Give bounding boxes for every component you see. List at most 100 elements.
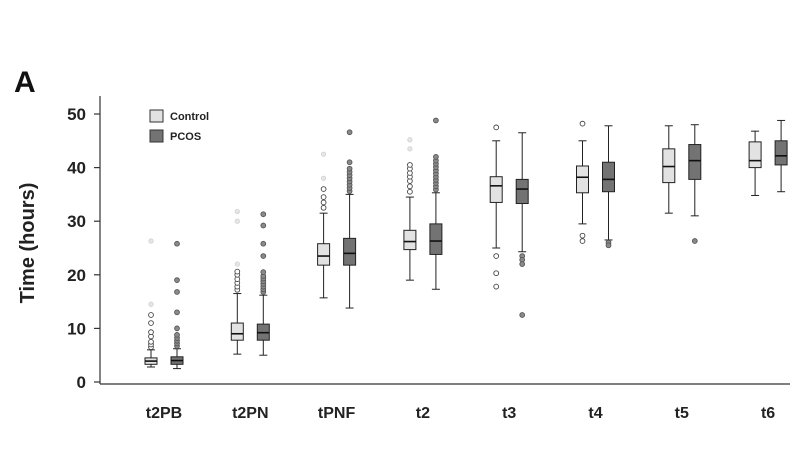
box-control-tPNF bbox=[317, 151, 331, 299]
box-control-t6 bbox=[748, 130, 762, 196]
outlier-point bbox=[579, 232, 586, 239]
outlier-point bbox=[174, 277, 180, 284]
outlier-point bbox=[407, 162, 413, 168]
outlier-point bbox=[260, 253, 267, 259]
box-pcos-t4 bbox=[602, 125, 615, 249]
x-tick-label: t2 bbox=[416, 405, 430, 422]
outlier-point-faint bbox=[148, 301, 154, 307]
box-iqr bbox=[515, 178, 529, 205]
box-pcos-t6 bbox=[774, 119, 788, 193]
outlier-point-faint bbox=[407, 146, 413, 152]
box-pcos-t2 bbox=[429, 117, 443, 290]
box-control-t4 bbox=[576, 120, 589, 244]
box-control-t2 bbox=[403, 137, 417, 281]
x-tick-label: t5 bbox=[675, 405, 689, 422]
outlier-point bbox=[493, 283, 500, 290]
y-tick-label: 40 bbox=[67, 159, 86, 178]
box-pcos-tPNF bbox=[343, 129, 357, 309]
box-iqr bbox=[662, 148, 676, 184]
box-iqr bbox=[343, 237, 357, 266]
outlier-point-faint bbox=[234, 208, 240, 215]
outlier-point-faint bbox=[234, 261, 240, 267]
outlier-point bbox=[346, 129, 353, 136]
outlier-point bbox=[407, 188, 413, 195]
box-iqr bbox=[688, 144, 702, 180]
box-control-t2PN bbox=[230, 208, 244, 355]
box-pcos-t2PB bbox=[170, 240, 184, 370]
box-control-t5 bbox=[662, 125, 676, 214]
outlier-point bbox=[346, 159, 353, 166]
box-iqr bbox=[230, 322, 244, 341]
box-iqr bbox=[602, 161, 615, 193]
box-iqr bbox=[489, 176, 503, 203]
outlier-point bbox=[579, 238, 586, 244]
box-iqr bbox=[774, 140, 788, 166]
x-tick-label: t3 bbox=[502, 405, 516, 422]
outlier-point bbox=[174, 289, 180, 295]
outlier-point-faint bbox=[234, 218, 240, 224]
box-pcos-t3 bbox=[515, 132, 529, 318]
x-tick-label: tPNF bbox=[318, 405, 356, 422]
box-iqr bbox=[317, 243, 331, 266]
outlier-point bbox=[174, 309, 180, 316]
outlier-point bbox=[148, 312, 154, 318]
legend-label-pcos: PCOS bbox=[170, 131, 201, 143]
outlier-point bbox=[320, 199, 327, 206]
outlier-point bbox=[320, 194, 327, 200]
outlier-point-faint bbox=[320, 175, 327, 181]
outlier-point bbox=[493, 270, 500, 277]
outlier-point-faint bbox=[148, 238, 154, 244]
legend-swatch-control bbox=[149, 109, 164, 123]
outlier-point bbox=[519, 261, 526, 267]
outlier-point-faint bbox=[407, 137, 413, 143]
outlier-point bbox=[148, 338, 154, 345]
x-tick-label: t4 bbox=[588, 405, 602, 422]
legend-label-control: Control bbox=[170, 111, 209, 123]
box-iqr bbox=[576, 165, 589, 194]
y-tick-label: 10 bbox=[67, 319, 86, 338]
box-pcos-t5 bbox=[688, 124, 702, 244]
outlier-point bbox=[579, 120, 586, 127]
y-ticks: 0 10 20 30 40 50 bbox=[67, 105, 100, 392]
legend-swatch-pcos bbox=[149, 129, 164, 143]
x-tick-label: t2PB bbox=[146, 405, 182, 422]
x-tick-label: t6 bbox=[761, 405, 775, 422]
box-iqr bbox=[429, 223, 443, 255]
outlier-point-faint bbox=[320, 151, 327, 157]
outlier-point bbox=[174, 325, 180, 332]
axes bbox=[99, 96, 790, 385]
outlier-point bbox=[346, 165, 353, 172]
outlier-point bbox=[493, 253, 500, 259]
outlier-point bbox=[433, 117, 439, 124]
outlier-point bbox=[519, 312, 526, 318]
outlier-point bbox=[260, 211, 267, 218]
y-tick-label: 30 bbox=[67, 212, 86, 231]
box-control-t3 bbox=[489, 124, 503, 290]
box-iqr bbox=[748, 141, 762, 169]
outlier-point bbox=[260, 222, 267, 229]
outlier-point bbox=[407, 183, 413, 190]
outlier-point bbox=[433, 154, 439, 160]
outlier-point bbox=[320, 204, 327, 211]
outlier-point bbox=[174, 240, 180, 247]
y-tick-label: 20 bbox=[67, 266, 86, 285]
box-control-t2PB bbox=[144, 238, 158, 368]
outlier-point bbox=[493, 124, 500, 131]
outlier-point bbox=[260, 269, 267, 275]
y-tick-label: 50 bbox=[67, 105, 86, 124]
outlier-point bbox=[320, 186, 327, 192]
outlier-point bbox=[174, 331, 180, 338]
box-iqr bbox=[403, 229, 417, 251]
panel-label: A bbox=[14, 66, 36, 99]
y-axis-label: Time (hours) bbox=[17, 183, 39, 304]
boxes bbox=[144, 117, 788, 370]
y-tick-label: 0 bbox=[77, 373, 86, 392]
outlier-point bbox=[234, 268, 241, 275]
outlier-point bbox=[691, 238, 698, 244]
x-tick-label: t2PN bbox=[232, 405, 268, 422]
outlier-point bbox=[605, 242, 612, 249]
outlier-point bbox=[148, 329, 154, 336]
outlier-point bbox=[260, 240, 267, 247]
box-pcos-t2PN bbox=[256, 211, 270, 356]
